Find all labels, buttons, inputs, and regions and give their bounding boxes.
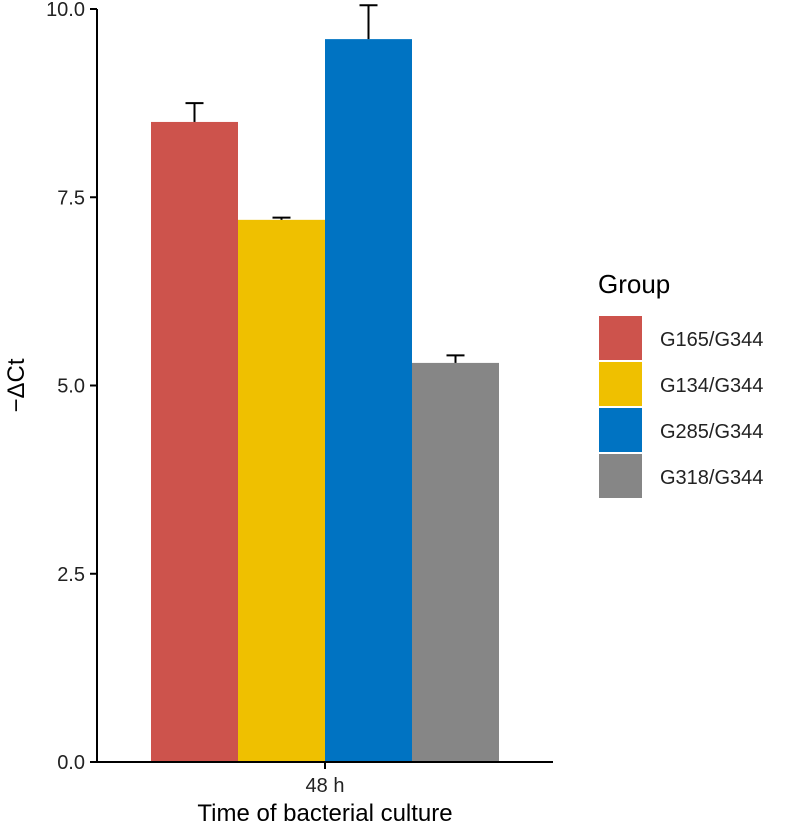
legend-swatch xyxy=(597,452,644,500)
y-tick-label: 7.5 xyxy=(57,187,85,209)
bar-G165/G344 xyxy=(151,121,238,762)
legend-label: G318/G344 xyxy=(660,467,763,489)
legend-items: G165/G344 G134/G344 G285/G344 G318/G344 xyxy=(597,314,763,500)
bar-G134/G344 xyxy=(238,219,325,763)
y-tick-label: 2.5 xyxy=(57,564,85,586)
bar-G318/G344 xyxy=(412,362,499,762)
legend-label: G134/G344 xyxy=(660,375,763,397)
legend-label: G165/G344 xyxy=(660,329,763,351)
legend-swatch xyxy=(597,406,644,454)
legend-swatch xyxy=(597,360,644,408)
legend-label: G285/G344 xyxy=(660,421,763,443)
y-axis-ticks: 0.0 2.5 5.0 7.5 10.0 xyxy=(46,0,97,774)
legend: Group G165/G344 G134/G344 G285/G344 G318/G3… xyxy=(597,269,763,500)
y-tick-label: 5.0 xyxy=(57,376,85,398)
legend-swatch xyxy=(597,314,644,362)
x-tick-label: 48 h xyxy=(306,775,345,797)
y-axis-title: −ΔCt xyxy=(3,358,30,412)
plot-area xyxy=(151,4,499,763)
x-axis-ticks: 48 h xyxy=(306,762,345,797)
y-tick-label: 0.0 xyxy=(57,752,85,774)
legend-title: Group xyxy=(598,269,670,299)
x-axis-title: Time of bacterial culture xyxy=(197,800,452,827)
bar-G285/G344 xyxy=(325,39,412,763)
y-tick-label: 10.0 xyxy=(46,0,85,21)
